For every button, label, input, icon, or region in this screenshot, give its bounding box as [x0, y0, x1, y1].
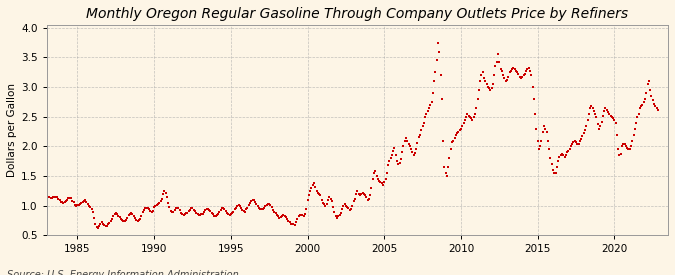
Text: Source: U.S. Energy Information Administration: Source: U.S. Energy Information Administ… [7, 271, 238, 275]
Y-axis label: Dollars per Gallon: Dollars per Gallon [7, 83, 17, 177]
Title: Monthly Oregon Regular Gasoline Through Company Outlets Price by Refiners: Monthly Oregon Regular Gasoline Through … [86, 7, 628, 21]
